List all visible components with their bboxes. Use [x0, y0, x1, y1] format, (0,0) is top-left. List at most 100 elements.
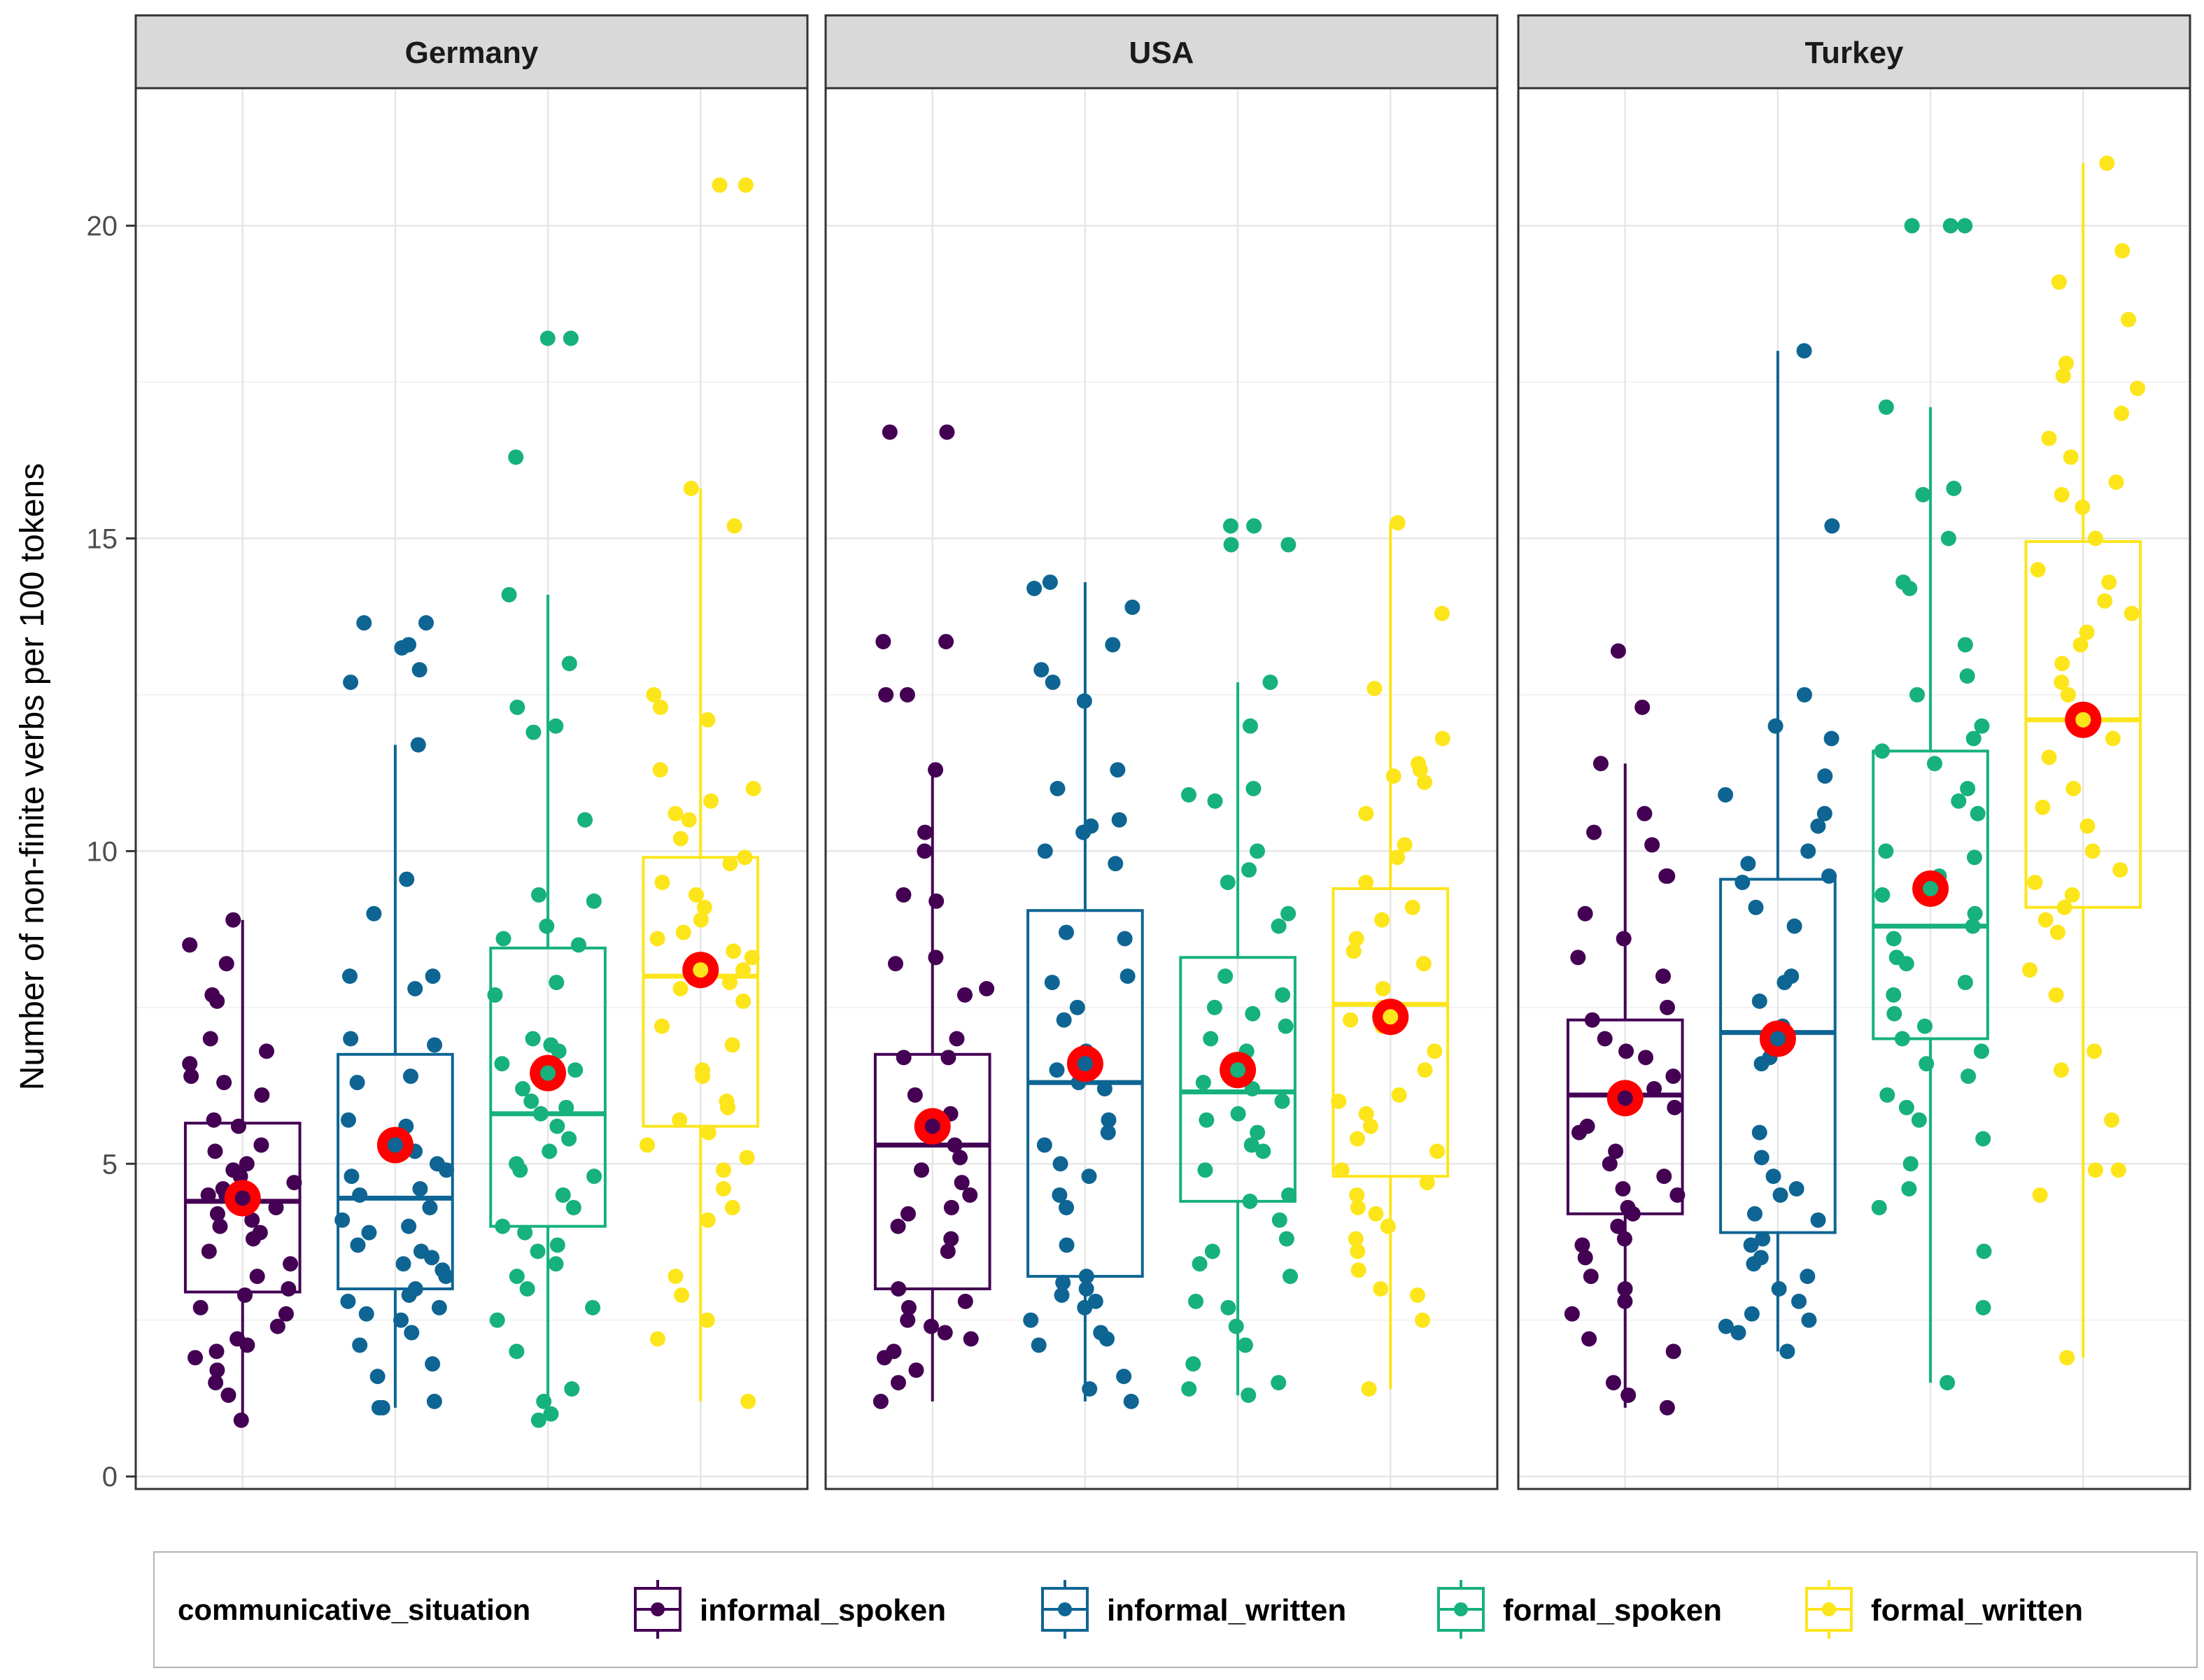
data-point [1577, 905, 1593, 922]
data-point [515, 1081, 531, 1096]
data-point [1217, 968, 1234, 984]
data-point [681, 812, 697, 828]
data-point [1656, 1169, 1672, 1185]
data-point [341, 968, 358, 984]
data-point [2104, 1112, 2120, 1128]
data-point [1608, 1143, 1624, 1159]
data-point [1404, 899, 1420, 915]
data-point [1033, 662, 1050, 678]
group-informal-spoken [873, 424, 995, 1409]
data-point [218, 956, 234, 972]
data-point [1776, 975, 1793, 991]
data-point [649, 1331, 665, 1347]
data-point [1358, 1106, 1374, 1122]
data-point [558, 1099, 574, 1115]
data-point [254, 1087, 270, 1103]
data-point [2054, 486, 2070, 502]
data-point [1966, 849, 1982, 866]
legend-key-point [1454, 1602, 1468, 1616]
data-point [940, 1050, 956, 1066]
data-point [878, 686, 894, 703]
data-point [530, 1243, 546, 1259]
data-point [1075, 824, 1092, 840]
data-point [1638, 1050, 1654, 1066]
data-point [208, 1375, 224, 1391]
data-point [1898, 956, 1914, 972]
data-point [438, 1269, 454, 1285]
data-point [209, 1206, 225, 1222]
data-point [1755, 1231, 1771, 1247]
data-point [1751, 993, 1767, 1009]
legend-label: informal_spoken [700, 1593, 946, 1628]
data-point [900, 1299, 917, 1315]
data-point [1743, 1237, 1759, 1253]
data-point [366, 905, 382, 922]
box [2024, 539, 2142, 909]
data-point [230, 1118, 246, 1134]
data-point [1111, 812, 1127, 828]
data-point [1634, 699, 1651, 715]
data-point [343, 1031, 359, 1047]
data-point [1746, 1256, 1762, 1272]
data-point [530, 1412, 546, 1428]
data-point [258, 1043, 274, 1059]
panel-turkey: Turkey [1517, 14, 2191, 1490]
data-point [2087, 1162, 2103, 1178]
data-point [427, 1037, 443, 1053]
data-point [2087, 530, 2103, 546]
data-point [2105, 730, 2121, 747]
data-point [555, 1187, 571, 1203]
data-point [1343, 1012, 1359, 1028]
data-point [2060, 686, 2076, 703]
data-point [1620, 1387, 1637, 1403]
data-point [1975, 1131, 1991, 1147]
data-point [1765, 1169, 1781, 1185]
data-point [532, 1106, 549, 1122]
data-point [418, 615, 435, 631]
data-point [720, 1099, 736, 1115]
data-point [1244, 1081, 1260, 1096]
data-point [361, 1224, 377, 1241]
facet-strip-label: Turkey [1804, 36, 1904, 70]
data-point [1280, 905, 1297, 922]
facet-strip-label: USA [1129, 36, 1194, 70]
data-point [1746, 1206, 1763, 1222]
data-point [495, 1218, 511, 1234]
data-point [1744, 1306, 1760, 1322]
data-point [640, 1137, 656, 1153]
data-point [1044, 975, 1060, 991]
data-point [1349, 1187, 1365, 1203]
data-point [1427, 1043, 1443, 1059]
mean-point [540, 1065, 556, 1081]
data-point [1592, 756, 1609, 772]
data-point [1243, 1137, 1259, 1153]
data-point [1059, 1199, 1075, 1215]
data-point [887, 956, 903, 972]
data-point [233, 1412, 249, 1428]
data-point [519, 1281, 535, 1297]
data-point [1658, 868, 1674, 884]
data-point [1586, 824, 1602, 840]
data-point [1874, 743, 1890, 759]
data-point [1331, 1093, 1347, 1109]
data-point [1748, 899, 1764, 915]
data-point [1052, 1187, 1068, 1203]
panel-usa: USA [824, 14, 1499, 1490]
data-point [1911, 1112, 1927, 1128]
data-point [1618, 1043, 1634, 1059]
data-point [1824, 518, 1840, 534]
data-point [1415, 956, 1432, 972]
data-point [2110, 1162, 2126, 1178]
data-point [424, 1250, 440, 1266]
data-point [1904, 218, 1920, 234]
group-informal-written [334, 615, 455, 1416]
data-point [1879, 1087, 1895, 1103]
data-point [1718, 786, 1734, 803]
mean-point [234, 1190, 250, 1206]
data-point [900, 1312, 916, 1328]
data-point [928, 893, 945, 909]
data-point [1800, 1269, 1816, 1285]
data-point [253, 1137, 269, 1153]
data-point [209, 1362, 225, 1378]
data-point [2112, 862, 2128, 878]
